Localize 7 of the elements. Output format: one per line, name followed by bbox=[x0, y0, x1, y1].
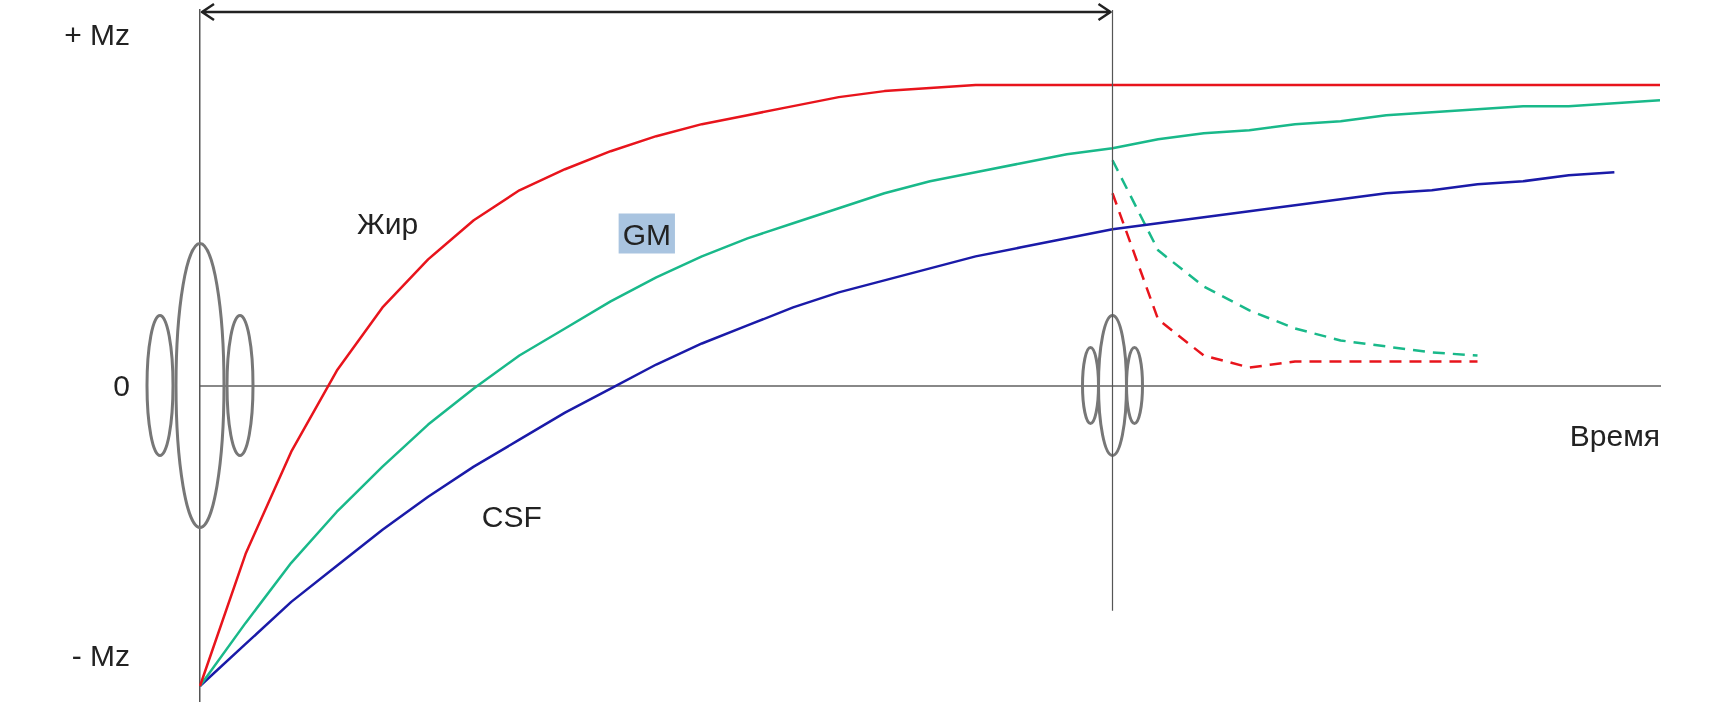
series-label: Жир bbox=[356, 207, 419, 241]
text: - Mz bbox=[71, 638, 130, 672]
text: + Mz bbox=[64, 18, 130, 52]
x-axis-title: Время bbox=[1569, 418, 1660, 452]
series-label: CSF bbox=[481, 499, 542, 533]
series-label: GM bbox=[622, 218, 671, 252]
text: 0 bbox=[113, 368, 130, 402]
